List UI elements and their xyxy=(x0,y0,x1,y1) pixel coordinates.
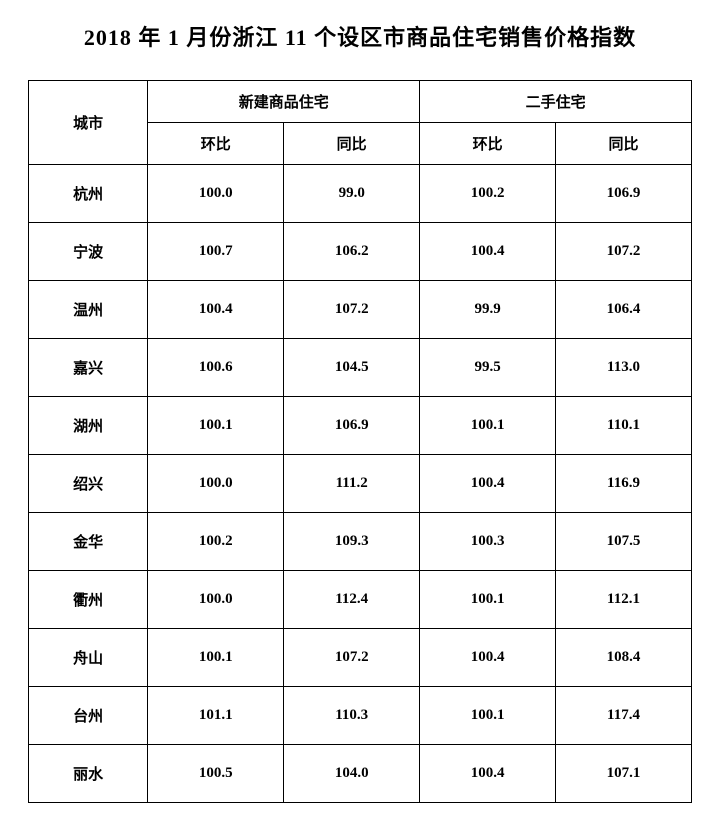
cell-city: 嘉兴 xyxy=(29,339,148,397)
cell-sh-tongbi: 107.1 xyxy=(556,745,692,803)
cell-new-huanbi: 100.5 xyxy=(148,745,284,803)
header-sh-tongbi: 同比 xyxy=(556,123,692,165)
table-row: 台州101.1110.3100.1117.4 xyxy=(29,687,692,745)
cell-sh-tongbi: 107.2 xyxy=(556,223,692,281)
cell-sh-huanbi: 100.1 xyxy=(420,397,556,455)
table-row: 嘉兴100.6104.599.5113.0 xyxy=(29,339,692,397)
table-row: 杭州100.099.0100.2106.9 xyxy=(29,165,692,223)
cell-new-tongbi: 109.3 xyxy=(284,513,420,571)
cell-city: 绍兴 xyxy=(29,455,148,513)
cell-sh-huanbi: 100.4 xyxy=(420,455,556,513)
cell-sh-huanbi: 100.3 xyxy=(420,513,556,571)
table-row: 湖州100.1106.9100.1110.1 xyxy=(29,397,692,455)
header-group-secondhand: 二手住宅 xyxy=(420,81,692,123)
cell-new-huanbi: 100.4 xyxy=(148,281,284,339)
cell-sh-huanbi: 100.4 xyxy=(420,745,556,803)
cell-city: 丽水 xyxy=(29,745,148,803)
cell-new-huanbi: 100.7 xyxy=(148,223,284,281)
price-index-table: 城市 新建商品住宅 二手住宅 环比 同比 环比 同比 杭州100.099.010… xyxy=(28,80,692,803)
cell-new-tongbi: 112.4 xyxy=(284,571,420,629)
cell-new-tongbi: 99.0 xyxy=(284,165,420,223)
cell-new-tongbi: 111.2 xyxy=(284,455,420,513)
header-group-new: 新建商品住宅 xyxy=(148,81,420,123)
cell-sh-tongbi: 106.4 xyxy=(556,281,692,339)
cell-new-huanbi: 100.1 xyxy=(148,629,284,687)
cell-city: 台州 xyxy=(29,687,148,745)
cell-new-tongbi: 104.5 xyxy=(284,339,420,397)
cell-new-tongbi: 106.2 xyxy=(284,223,420,281)
cell-sh-tongbi: 113.0 xyxy=(556,339,692,397)
header-new-tongbi: 同比 xyxy=(284,123,420,165)
cell-new-tongbi: 110.3 xyxy=(284,687,420,745)
cell-new-huanbi: 100.0 xyxy=(148,455,284,513)
cell-new-huanbi: 100.0 xyxy=(148,571,284,629)
table-row: 温州100.4107.299.9106.4 xyxy=(29,281,692,339)
table-row: 金华100.2109.3100.3107.5 xyxy=(29,513,692,571)
cell-new-huanbi: 101.1 xyxy=(148,687,284,745)
cell-new-tongbi: 107.2 xyxy=(284,281,420,339)
table-body: 杭州100.099.0100.2106.9 宁波100.7106.2100.41… xyxy=(29,165,692,803)
cell-new-tongbi: 106.9 xyxy=(284,397,420,455)
cell-city: 衢州 xyxy=(29,571,148,629)
cell-sh-tongbi: 108.4 xyxy=(556,629,692,687)
table-row: 衢州100.0112.4100.1112.1 xyxy=(29,571,692,629)
cell-sh-tongbi: 117.4 xyxy=(556,687,692,745)
cell-sh-tongbi: 112.1 xyxy=(556,571,692,629)
header-city: 城市 xyxy=(29,81,148,165)
table-row: 绍兴100.0111.2100.4116.9 xyxy=(29,455,692,513)
header-new-huanbi: 环比 xyxy=(148,123,284,165)
cell-sh-huanbi: 100.4 xyxy=(420,223,556,281)
cell-sh-huanbi: 100.4 xyxy=(420,629,556,687)
cell-sh-tongbi: 107.5 xyxy=(556,513,692,571)
cell-new-huanbi: 100.2 xyxy=(148,513,284,571)
cell-city: 金华 xyxy=(29,513,148,571)
cell-sh-huanbi: 99.9 xyxy=(420,281,556,339)
cell-city: 舟山 xyxy=(29,629,148,687)
cell-new-tongbi: 107.2 xyxy=(284,629,420,687)
table-row: 舟山100.1107.2100.4108.4 xyxy=(29,629,692,687)
cell-sh-tongbi: 116.9 xyxy=(556,455,692,513)
cell-sh-tongbi: 110.1 xyxy=(556,397,692,455)
cell-new-tongbi: 104.0 xyxy=(284,745,420,803)
cell-city: 湖州 xyxy=(29,397,148,455)
cell-sh-huanbi: 100.1 xyxy=(420,571,556,629)
cell-new-huanbi: 100.0 xyxy=(148,165,284,223)
cell-city: 温州 xyxy=(29,281,148,339)
cell-new-huanbi: 100.1 xyxy=(148,397,284,455)
header-sh-huanbi: 环比 xyxy=(420,123,556,165)
cell-sh-huanbi: 99.5 xyxy=(420,339,556,397)
cell-sh-huanbi: 100.2 xyxy=(420,165,556,223)
table-row: 宁波100.7106.2100.4107.2 xyxy=(29,223,692,281)
table-row: 丽水100.5104.0100.4107.1 xyxy=(29,745,692,803)
cell-sh-huanbi: 100.1 xyxy=(420,687,556,745)
cell-sh-tongbi: 106.9 xyxy=(556,165,692,223)
cell-city: 杭州 xyxy=(29,165,148,223)
cell-new-huanbi: 100.6 xyxy=(148,339,284,397)
page-title: 2018 年 1 月份浙江 11 个设区市商品住宅销售价格指数 xyxy=(28,20,692,52)
cell-city: 宁波 xyxy=(29,223,148,281)
